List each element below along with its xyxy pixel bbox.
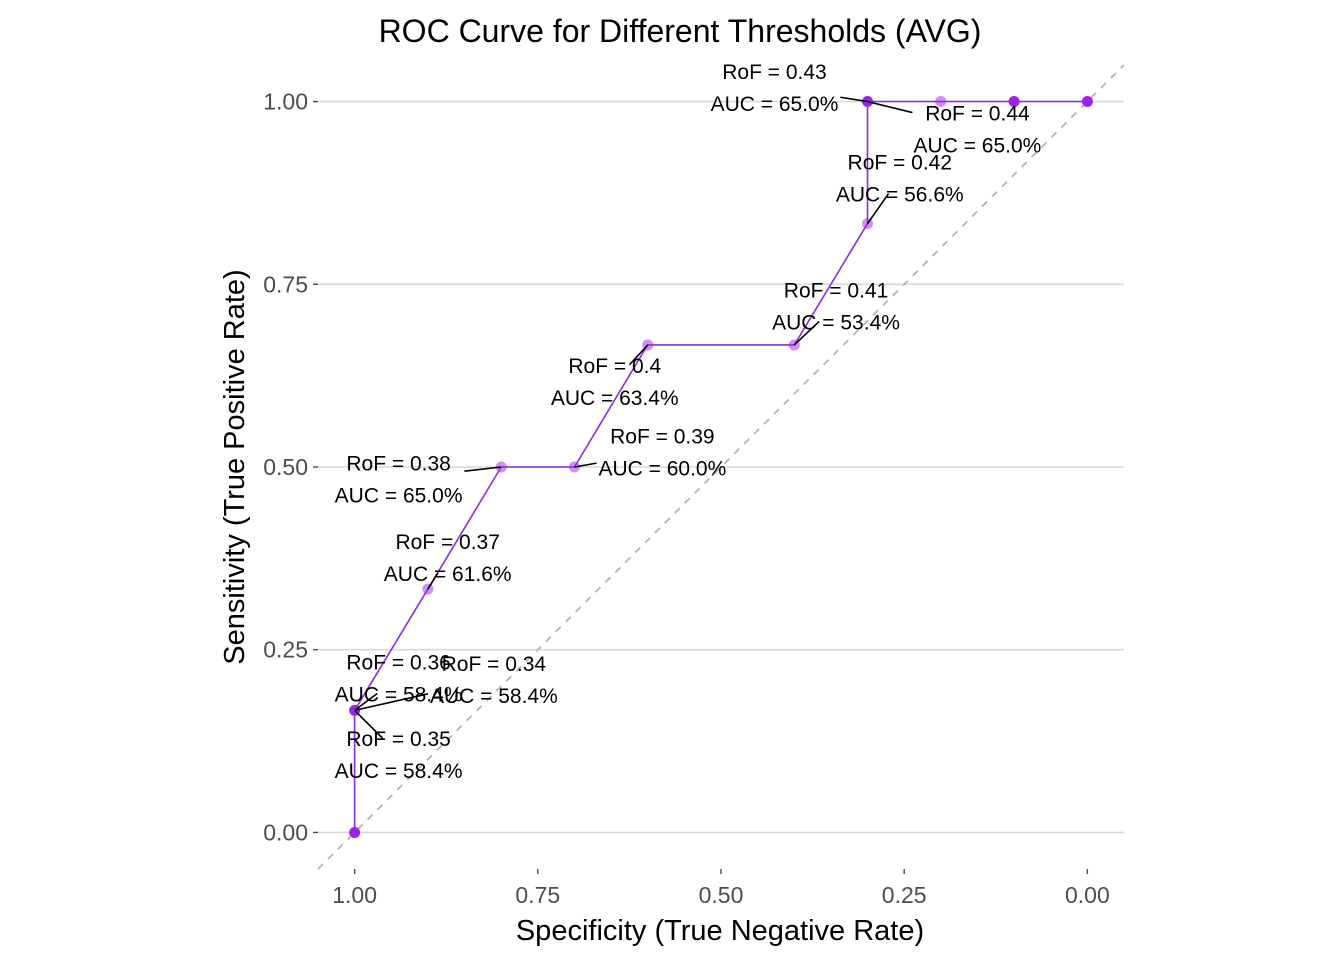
threshold-label-rof-3: RoF = 0.37	[395, 531, 499, 554]
threshold-label-rof-6: RoF = 0.4	[568, 355, 661, 378]
threshold-label-rof-0: RoF = 0.34	[442, 653, 547, 676]
label-segment-0	[354, 693, 429, 712]
x-tick-label-0: 1.00	[332, 882, 377, 908]
threshold-label-auc-6: AUC = 63.4%	[551, 387, 679, 410]
threshold-label-rof-1: RoF = 0.35	[346, 728, 450, 751]
threshold-label-rof-10: RoF = 0.44	[925, 103, 1030, 126]
threshold-label-auc-10: AUC = 65.0%	[914, 135, 1042, 158]
roc-point-11	[1081, 96, 1093, 108]
label-segment-1	[354, 709, 384, 739]
label-segment-2	[354, 692, 378, 712]
y-tick-label-0: 0.00	[263, 819, 308, 845]
label-segment-8	[866, 193, 890, 225]
x-tick-label-2: 0.50	[699, 882, 744, 908]
label-segment-3	[427, 572, 439, 590]
label-segment-7	[793, 320, 820, 346]
y-tick-label-2: 0.50	[263, 454, 308, 480]
x-axis-ticks: 1.00 0.75 0.50 0.25 0.00	[332, 869, 1110, 908]
threshold-label-auc-4: AUC = 65.0%	[335, 485, 463, 508]
threshold-label-rof-8: RoF = 0.42	[848, 152, 952, 175]
roc-point-0	[349, 826, 361, 838]
roc-curve	[353, 100, 1088, 833]
x-axis-title: Specificity (True Negative Rate)	[516, 915, 924, 947]
y-axis-title: Sensitivity (True Positive Rate)	[219, 269, 251, 664]
label-segment-9	[840, 96, 868, 103]
y-tick-label-3: 0.75	[263, 271, 308, 297]
label-segment-10	[867, 100, 913, 114]
threshold-label-auc-0: AUC = 58.4%	[430, 685, 558, 708]
x-tick-label-1: 0.75	[515, 882, 560, 908]
roc-point-10	[1008, 96, 1020, 108]
label-segment-5	[574, 462, 597, 468]
y-tick-label-4: 1.00	[263, 89, 308, 115]
roc-point-9	[935, 96, 947, 108]
threshold-label-auc-8: AUC = 56.6%	[836, 184, 964, 207]
grid-lines	[318, 100, 1124, 834]
threshold-label-auc-9: AUC = 65.0%	[711, 93, 839, 116]
label-segment-6	[628, 344, 649, 366]
threshold-labels: RoF = 0.34 AUC = 58.4% RoF = 0.35 AUC = 58.…	[335, 61, 1042, 783]
threshold-label-rof-7: RoF = 0.41	[784, 279, 888, 302]
threshold-label-auc-1: AUC = 58.4%	[335, 760, 463, 783]
threshold-label-auc-3: AUC = 61.6%	[384, 563, 512, 586]
chart-title: ROC Curve for Different Thresholds (AVG)	[379, 13, 982, 49]
y-axis-ticks: 0.00 0.25 0.50 0.75 1.00	[263, 89, 318, 845]
threshold-label-auc-5: AUC = 60.0%	[598, 458, 726, 481]
roc-line	[353, 100, 1088, 833]
label-segment-4	[464, 466, 502, 472]
threshold-label-rof-9: RoF = 0.43	[722, 61, 826, 84]
threshold-label-rof-5: RoF = 0.39	[610, 426, 714, 449]
threshold-label-auc-2: AUC = 58.4%	[335, 684, 463, 707]
y-tick-label-1: 0.25	[263, 637, 308, 663]
x-tick-label-3: 0.25	[882, 882, 927, 908]
threshold-label-rof-4: RoF = 0.38	[346, 453, 450, 476]
threshold-label-auc-7: AUC = 53.4%	[772, 311, 900, 334]
x-tick-label-4: 0.00	[1065, 882, 1110, 908]
label-segments	[354, 96, 913, 739]
threshold-label-rof-2: RoF = 0.36	[346, 652, 450, 675]
